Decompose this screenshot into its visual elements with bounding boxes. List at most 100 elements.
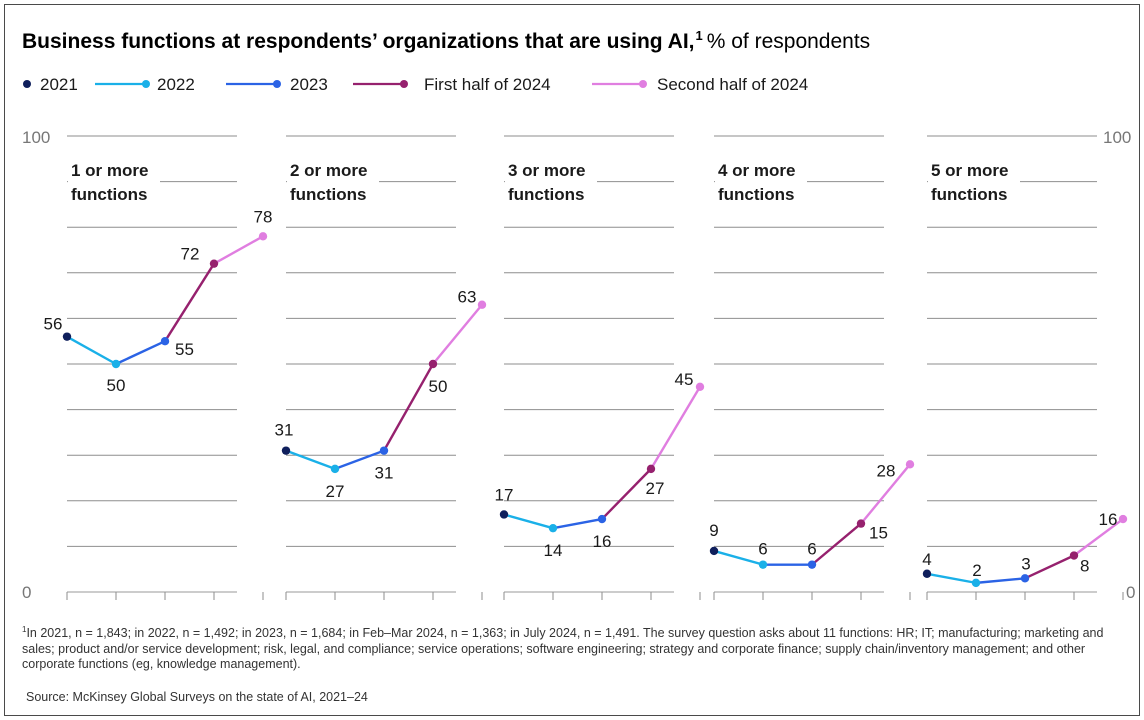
- data-point-p0-2: [160, 337, 170, 346]
- data-point-p2-3: [646, 464, 656, 474]
- data-point-p1-3: [428, 359, 438, 369]
- panel-label-line1-1: 2 or more: [290, 161, 367, 180]
- panel-label-line1-0: 1 or more: [71, 161, 148, 180]
- data-point-p3-1: [758, 560, 768, 569]
- data-label-p4-4: 16: [1099, 510, 1118, 529]
- panel-label-line2-4: functions: [931, 185, 1008, 204]
- data-point-p0-4: [258, 232, 268, 241]
- data-label-p1-3: 50: [429, 377, 448, 396]
- data-label-p0-4: 78: [254, 207, 273, 226]
- data-label-p1-4: 63: [458, 288, 477, 307]
- panel-label-line2-3: functions: [718, 185, 795, 204]
- data-label-p1-1: 27: [326, 482, 345, 501]
- data-point-p2-1: [548, 523, 558, 533]
- footnote: 1In 2021, n = 1,843; in 2022, n = 1,492;…: [22, 625, 1127, 672]
- legend-label-2: 2023: [290, 75, 328, 94]
- chart-title: Business functions at respondents’ organ…: [22, 28, 871, 54]
- legend-dot-4: [639, 80, 647, 88]
- series-segment-p3-4: [859, 463, 912, 525]
- y-tick-0-right: 0: [1126, 583, 1135, 602]
- chart-svg: 2021 2022 2023 First half of 2024 Second hal…: [22, 75, 1135, 602]
- series-segment-p2-2: [551, 517, 604, 530]
- series-segment-p0-4: [212, 235, 265, 265]
- data-label-p2-1: 14: [544, 541, 563, 560]
- data-label-p4-0: 4: [922, 550, 931, 569]
- data-label-p4-3: 8: [1080, 557, 1089, 576]
- panel-label-bg-2: [505, 157, 597, 207]
- series-segment-p1-4: [431, 303, 484, 366]
- data-point-p3-2: [807, 560, 817, 569]
- data-point-p0-0: [62, 332, 72, 341]
- data-point-p1-0: [281, 446, 291, 455]
- legend-dot-2: [273, 80, 281, 88]
- data-label-p2-4: 45: [675, 370, 694, 389]
- data-point-p4-0: [922, 569, 932, 578]
- data-point-p4-4: [1118, 514, 1128, 524]
- data-label-p0-3: 72: [181, 245, 200, 264]
- series-segment-p0-3: [163, 262, 216, 343]
- data-label-p0-1: 50: [107, 376, 126, 395]
- series-segment-p4-1: [925, 572, 978, 585]
- series-segment-p2-3: [600, 467, 653, 521]
- data-point-p4-1: [971, 578, 981, 588]
- data-label-p2-3: 27: [646, 479, 665, 498]
- series-segment-p4-2: [974, 577, 1027, 585]
- panel-label-bg-4: [928, 157, 1020, 207]
- legend-label-0: 2021: [40, 75, 78, 94]
- data-point-p4-2: [1020, 574, 1030, 583]
- panel-label-bg-0: [68, 157, 160, 207]
- legend-dot-1: [142, 80, 150, 88]
- data-label-p3-2: 6: [807, 540, 816, 559]
- data-point-p1-4: [477, 300, 487, 309]
- data-label-p3-4: 28: [877, 461, 896, 480]
- title-superscript: 1: [695, 28, 703, 43]
- data-label-p4-1: 2: [972, 561, 981, 580]
- data-point-p3-0: [709, 546, 719, 556]
- data-point-p2-2: [597, 514, 607, 524]
- data-point-p0-1: [111, 359, 121, 369]
- data-label-p0-2: 55: [175, 340, 194, 359]
- source-note: Source: McKinsey Global Surveys on the s…: [26, 690, 368, 704]
- title-main: Business functions at respondents’ organ…: [22, 30, 695, 53]
- data-point-p2-0: [499, 510, 509, 519]
- chart-frame: [4, 4, 1140, 716]
- data-point-p3-3: [856, 519, 866, 528]
- data-label-p2-2: 16: [593, 532, 612, 551]
- data-label-p2-0: 17: [495, 485, 514, 504]
- data-label-p0-0: 56: [44, 315, 63, 334]
- data-label-p3-1: 6: [758, 540, 767, 559]
- series-segment-p0-1: [65, 335, 118, 366]
- title-subtitle: % of respondents: [706, 30, 871, 53]
- legend-label-4: Second half of 2024: [657, 75, 808, 94]
- y-tick-100-right: 100: [1103, 128, 1131, 147]
- panel-label-line2-2: functions: [508, 185, 585, 204]
- data-point-p0-3: [209, 259, 219, 268]
- series-segment-p1-3: [382, 362, 435, 452]
- panel-label-line1-3: 4 or more: [718, 161, 795, 180]
- data-label-p1-0: 31: [275, 421, 294, 440]
- data-point-p1-2: [379, 446, 389, 455]
- footnote-marker: 1: [22, 625, 27, 634]
- data-point-p3-4: [905, 460, 915, 469]
- series-segment-p3-1: [712, 549, 765, 566]
- series-segment-p1-1: [284, 449, 337, 471]
- panel-label-line2-0: functions: [71, 185, 148, 204]
- y-tick-100-left: 100: [22, 128, 50, 147]
- legend-dot-0: [23, 80, 31, 88]
- legend-label-1: 2022: [157, 75, 195, 94]
- series-segment-p4-3: [1023, 554, 1076, 580]
- series-segment-p2-4: [649, 385, 702, 471]
- data-label-p3-3: 15: [869, 524, 888, 543]
- data-label-p4-2: 3: [1021, 554, 1030, 573]
- legend-label-3: First half of 2024: [424, 75, 551, 94]
- panel-label-line1-4: 5 or more: [931, 161, 1008, 180]
- data-label-p1-2: 31: [375, 464, 394, 483]
- panel-label-line1-2: 3 or more: [508, 161, 585, 180]
- data-point-p1-1: [330, 464, 340, 474]
- panel-label-line2-1: functions: [290, 185, 367, 204]
- series-segment-p4-4: [1072, 517, 1125, 557]
- panel-label-bg-1: [287, 157, 379, 207]
- footnote-text: In 2021, n = 1,843; in 2022, n = 1,492; …: [22, 626, 1104, 671]
- series-segment-p0-2: [114, 340, 167, 366]
- panel-label-bg-3: [715, 157, 807, 207]
